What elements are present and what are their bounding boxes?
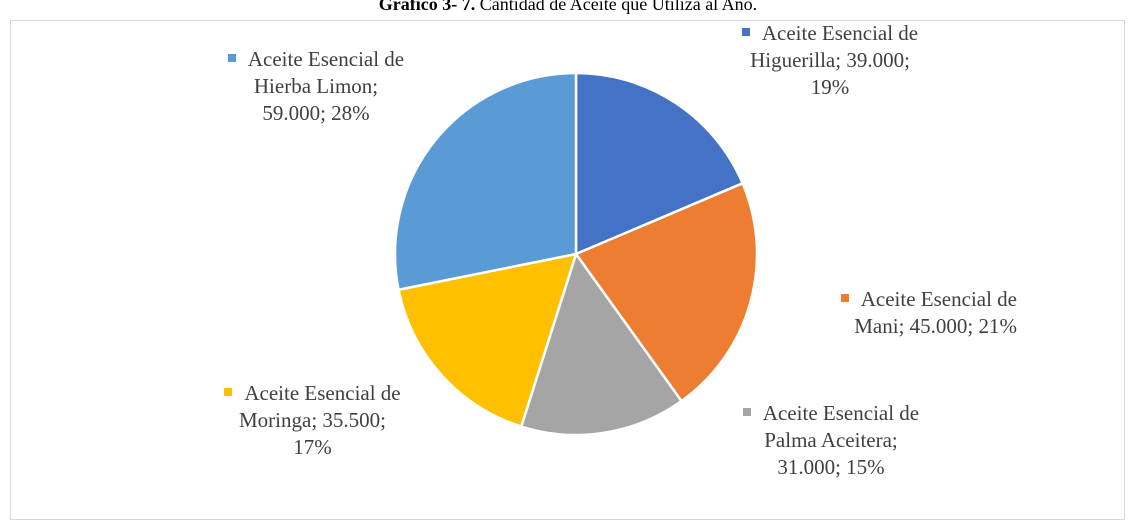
label-text: Hierba Limon; xyxy=(253,74,379,98)
data-label-line: 17% xyxy=(185,434,440,461)
label-text: Mani; 45.000; 21% xyxy=(854,314,1017,338)
data-label: Aceite Esencial de Higuerilla; 39.000; 19% xyxy=(695,20,965,101)
data-label-line: Hierba Limon; xyxy=(185,73,447,100)
pie-slice xyxy=(519,251,684,437)
label-marker xyxy=(227,54,236,62)
label-marker xyxy=(742,408,751,416)
label-text: Moringa; 35.500; xyxy=(239,408,386,432)
label-text: Aceite Esencial de xyxy=(762,401,920,425)
title-label: Gráfico 3- 7. xyxy=(378,0,476,14)
data-label-line: Aceite Esencial de xyxy=(695,20,965,47)
chart-title: Gráfico 3- 7. Cantidad de Aceite que Uti… xyxy=(0,0,1136,15)
data-label-line: Aceite Esencial de xyxy=(755,286,1017,313)
label-text: Palma Aceitera; xyxy=(764,428,898,452)
data-label-line: 19% xyxy=(695,74,965,101)
data-label-line: Higuerilla; 39.000; xyxy=(695,47,965,74)
data-label-line: Aceite Esencial de xyxy=(700,400,962,427)
data-label-line: 59.000; 28% xyxy=(185,100,447,127)
label-text: Aceite Esencial de xyxy=(761,21,919,45)
data-label-line: Mani; 45.000; 21% xyxy=(755,313,1017,340)
label-text: Aceite Esencial de xyxy=(860,287,1017,311)
pie-slice xyxy=(393,71,578,292)
label-marker xyxy=(741,28,750,36)
label-text: Aceite Esencial de xyxy=(247,47,405,71)
data-label-line: Moringa; 35.500; xyxy=(185,407,440,434)
label-text: 59.000; 28% xyxy=(262,101,370,125)
pie-slice xyxy=(574,181,759,403)
label-text: Higuerilla; 39.000; xyxy=(750,48,910,72)
label-text: Aceite Esencial de xyxy=(244,381,401,405)
data-label-line: Aceite Esencial de xyxy=(185,380,440,407)
label-text: 17% xyxy=(293,435,332,459)
data-label: Aceite Esencial de Palma Aceitera; 31.000;… xyxy=(700,400,962,481)
data-label: Aceite Esencial de Hierba Limon; 59.000; 2… xyxy=(185,46,447,127)
label-marker xyxy=(840,294,849,302)
pie-slice xyxy=(574,71,745,256)
data-label-line: 31.000; 15% xyxy=(700,454,962,481)
label-marker xyxy=(224,388,233,396)
label-text: 31.000; 15% xyxy=(777,455,885,479)
data-label-line: Palma Aceitera; xyxy=(700,427,962,454)
data-label: Aceite Esencial de Moringa; 35.500; 17% xyxy=(185,380,440,461)
title-text: Cantidad de Aceite que Utiliza al Año. xyxy=(479,0,758,14)
data-label-line: Aceite Esencial de xyxy=(185,46,447,73)
label-text: 19% xyxy=(810,75,850,99)
data-label: Aceite Esencial de Mani; 45.000; 21% xyxy=(755,286,1017,340)
pie-slice xyxy=(397,252,578,429)
chart xyxy=(393,71,759,437)
